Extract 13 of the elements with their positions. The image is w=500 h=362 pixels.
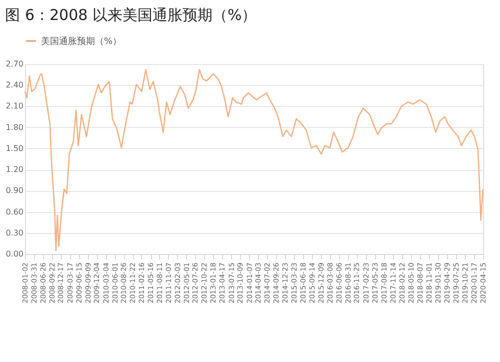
y-tick-label: 0.60 (6, 207, 24, 216)
y-tick-label: 0.30 (6, 228, 24, 238)
legend-label: 美国通胀预期（%） (41, 36, 122, 47)
y-tick-label: 1.20 (6, 165, 24, 174)
chart-title: 图 6：2008 以来美国通胀预期（%） (5, 6, 257, 24)
line-series (24, 68, 484, 252)
y-tick-label: 2.70 (6, 60, 24, 68)
y-tick-label: 2.10 (6, 102, 24, 111)
y-tick-label: 1.50 (6, 144, 24, 153)
y-tick-label: 0.00 (6, 250, 24, 258)
y-tick-label: 1.80 (6, 122, 24, 132)
y-tick-label: 2.40 (6, 80, 24, 90)
y-tick-label: 0.90 (6, 186, 24, 196)
